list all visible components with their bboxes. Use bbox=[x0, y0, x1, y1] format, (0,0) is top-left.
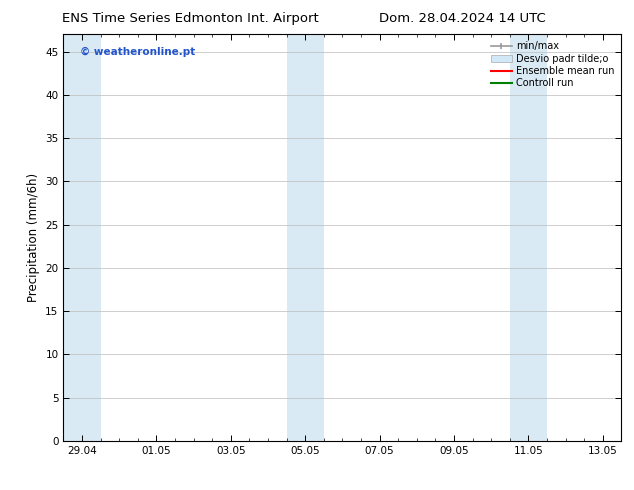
Text: © weatheronline.pt: © weatheronline.pt bbox=[80, 47, 195, 56]
Bar bbox=[287, 34, 324, 441]
Y-axis label: Precipitation (mm/6h): Precipitation (mm/6h) bbox=[27, 173, 40, 302]
Legend: min/max, Desvio padr tilde;o, Ensemble mean run, Controll run: min/max, Desvio padr tilde;o, Ensemble m… bbox=[489, 39, 616, 90]
Text: ENS Time Series Edmonton Int. Airport: ENS Time Series Edmonton Int. Airport bbox=[62, 12, 318, 25]
Bar bbox=[510, 34, 547, 441]
Bar bbox=[63, 34, 101, 441]
Text: Dom. 28.04.2024 14 UTC: Dom. 28.04.2024 14 UTC bbox=[379, 12, 547, 25]
